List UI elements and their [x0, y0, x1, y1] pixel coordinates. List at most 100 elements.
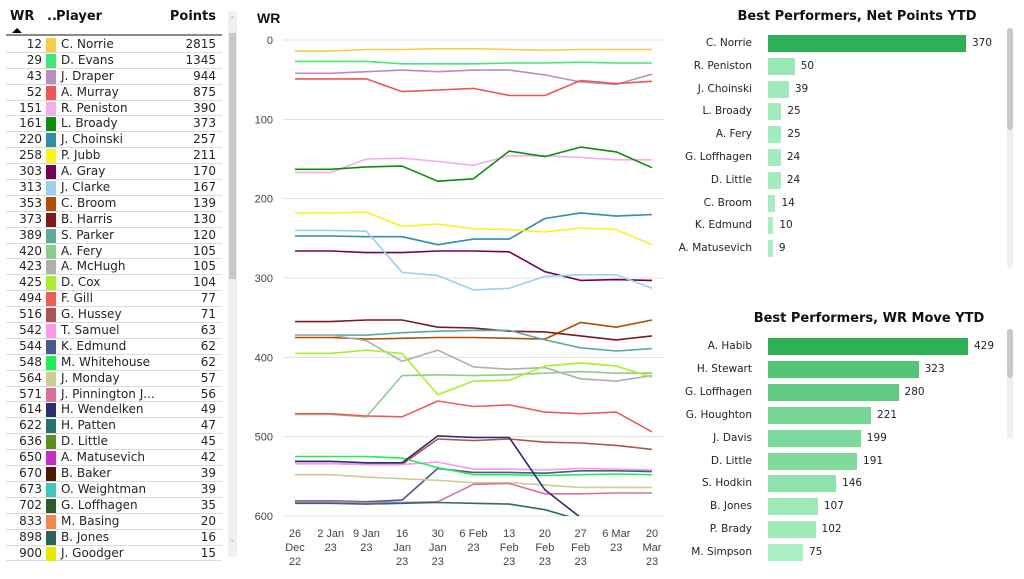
scrollbar-thumb[interactable] — [229, 33, 236, 279]
table-row[interactable]: 670 B. Baker 39 — [6, 466, 222, 482]
table-row[interactable]: 423 A. McHugh 105 — [6, 259, 222, 276]
series-line[interactable] — [295, 370, 652, 418]
table-row[interactable]: 702 G. Loffhagen 35 — [6, 498, 222, 514]
table-row[interactable]: 373 B. Harris 130 — [6, 212, 222, 228]
bar[interactable] — [768, 360, 919, 378]
bar-chart-scrollbar[interactable] — [1007, 28, 1013, 268]
bar[interactable] — [768, 240, 773, 258]
table-row[interactable]: 622 H. Patten 47 — [6, 418, 222, 435]
table-row[interactable]: 420 A. Fery 105 — [6, 244, 222, 260]
series-line[interactable] — [295, 482, 652, 504]
series-line[interactable] — [295, 78, 653, 97]
table-row[interactable]: 161 L. Broady 373 — [6, 116, 222, 133]
bar-item[interactable]: S. Hodkin 146 — [690, 474, 1010, 493]
bar[interactable] — [768, 194, 776, 212]
bar[interactable] — [768, 521, 816, 539]
series-line[interactable] — [295, 501, 652, 534]
bar-item[interactable]: A. Habib 429 — [690, 337, 1010, 356]
column-header-points[interactable]: Points — [169, 9, 216, 24]
bar-item[interactable]: C. Norrie 370 — [690, 34, 1010, 53]
table-row[interactable]: 313 J. Clarke 167 — [6, 180, 222, 196]
bar-item[interactable]: K. Edmund 10 — [690, 216, 1010, 235]
table-row[interactable]: 650 A. Matusevich 42 — [6, 450, 222, 467]
table-row[interactable]: 564 J. Monday 57 — [6, 371, 222, 387]
bar[interactable] — [768, 452, 858, 470]
table-row[interactable]: 544 K. Edmund 62 — [6, 339, 222, 355]
table-row[interactable]: 425 D. Cox 104 — [6, 275, 222, 292]
column-header-wr[interactable]: WR — [10, 9, 35, 24]
table-row[interactable]: 29 D. Evans 1345 — [6, 53, 222, 69]
bar[interactable] — [768, 429, 861, 447]
series-line[interactable] — [295, 438, 653, 466]
bar[interactable] — [768, 217, 774, 235]
table-row[interactable]: 542 T. Samuel 63 — [6, 323, 222, 339]
table-row[interactable]: 900 J. Goodger 15 — [6, 546, 222, 562]
bar[interactable] — [768, 383, 899, 401]
series-line[interactable] — [295, 146, 653, 182]
bar[interactable] — [768, 498, 818, 516]
bar[interactable] — [768, 406, 872, 424]
bar[interactable] — [768, 103, 782, 121]
bar[interactable] — [768, 149, 781, 166]
bar-item[interactable]: A. Matusevich 9 — [679, 239, 1010, 258]
table-row[interactable]: 673 O. Weightman 39 — [6, 482, 222, 498]
table-row[interactable]: 303 A. Gray 170 — [6, 164, 222, 181]
series-line[interactable] — [295, 349, 653, 396]
table-row[interactable]: 636 D. Little 45 — [6, 434, 222, 451]
column-header-player[interactable]: Player — [56, 9, 103, 24]
bar-item[interactable]: D. Little 191 — [690, 452, 1010, 471]
table-row[interactable]: 12 C. Norrie 2815 — [6, 37, 222, 53]
table-row[interactable]: 494 F. Gill 77 — [6, 291, 222, 308]
scrollbar-thumb[interactable] — [1007, 28, 1013, 130]
bar[interactable] — [768, 126, 782, 144]
bar-item[interactable]: A. Fery 25 — [690, 125, 1010, 144]
bar-item[interactable]: D. Little 24 — [690, 171, 1010, 190]
series-line[interactable] — [295, 229, 653, 291]
series-line[interactable] — [295, 155, 652, 174]
series-line[interactable] — [295, 60, 652, 65]
scrollbar-thumb[interactable] — [1007, 329, 1013, 378]
bar[interactable] — [768, 35, 966, 52]
bar[interactable] — [768, 544, 803, 562]
series-line[interactable] — [295, 319, 653, 341]
series-line[interactable] — [295, 473, 652, 489]
series-line[interactable] — [295, 319, 653, 340]
table-row[interactable]: 389 S. Parker 120 — [6, 228, 222, 244]
table-row[interactable]: 614 H. Wendelken 49 — [6, 402, 222, 419]
series-line[interactable] — [295, 334, 653, 382]
table-row[interactable]: 571 J. Pinnington J... 56 — [6, 387, 222, 403]
bar-chart-scrollbar[interactable] — [1007, 329, 1013, 439]
table-row[interactable]: 220 J. Choinski 257 — [6, 132, 222, 149]
table-scrollbar[interactable]: ˄ ˅ — [228, 11, 237, 557]
table-row[interactable]: 833 M. Basing 20 — [6, 514, 222, 530]
series-line[interactable] — [295, 461, 653, 471]
bar-item[interactable]: H. Stewart 323 — [690, 360, 1010, 379]
bar-item[interactable]: L. Broady 25 — [690, 102, 1010, 121]
bar[interactable] — [768, 338, 968, 355]
bar-item[interactable]: G. Houghton 221 — [686, 406, 1010, 425]
table-row[interactable]: 43 J. Draper 944 — [6, 69, 222, 85]
series-line[interactable] — [295, 250, 653, 282]
series-line[interactable] — [295, 400, 653, 433]
bar-item[interactable]: M. Simpson 75 — [690, 543, 1010, 562]
bar[interactable] — [768, 475, 837, 493]
series-line[interactable] — [295, 212, 653, 246]
series-line[interactable] — [295, 211, 653, 246]
bar-item[interactable]: J. Choinski 39 — [690, 80, 1010, 99]
scroll-up-icon[interactable]: ˄ — [230, 16, 235, 25]
bar[interactable] — [768, 171, 781, 189]
table-row[interactable]: 258 P. Jubb 211 — [6, 148, 222, 165]
table-row[interactable]: 52 A. Murray 875 — [6, 85, 222, 101]
column-header-color[interactable]: .. — [47, 9, 57, 24]
series-line[interactable] — [295, 455, 653, 477]
series-line[interactable] — [295, 47, 652, 52]
bar[interactable] — [768, 57, 795, 75]
bar-item[interactable]: J. Davis 199 — [690, 429, 1010, 448]
table-row[interactable]: 516 G. Hussey 71 — [6, 307, 222, 324]
table-row[interactable]: 151 R. Peniston 390 — [6, 101, 222, 117]
bar-item[interactable]: P. Brady 102 — [690, 520, 1010, 539]
scroll-down-icon[interactable]: ˅ — [230, 539, 235, 548]
bar-item[interactable]: G. Loffhagen 280 — [685, 383, 1010, 402]
table-row[interactable]: 353 C. Broom 139 — [6, 196, 222, 212]
table-row[interactable]: 898 B. Jones 16 — [6, 530, 222, 546]
